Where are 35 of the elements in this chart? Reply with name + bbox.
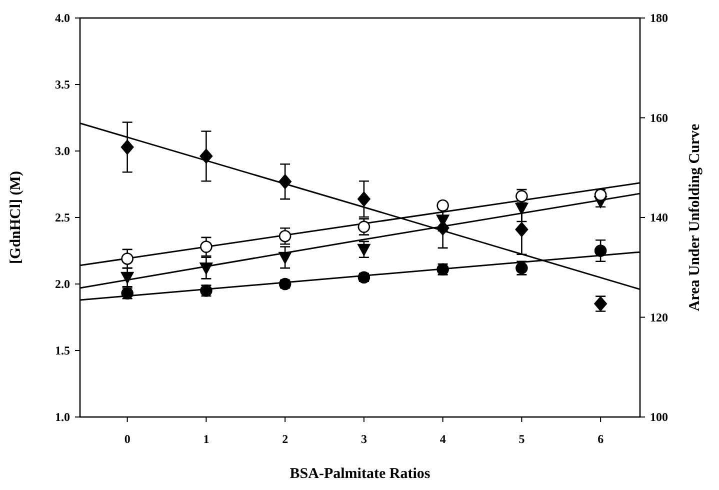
point (357, 192, 370, 207)
x-tick-label: 0 (124, 432, 130, 446)
x-tick-label: 6 (598, 432, 604, 446)
y-tick-label: 1.0 (55, 410, 70, 424)
y2-tick-label: 180 (650, 11, 668, 25)
y-tick-label: 1.5 (55, 344, 70, 358)
point (120, 272, 134, 284)
point (120, 140, 134, 155)
x-tick-label: 5 (518, 432, 525, 446)
y-axis-title: [GdnHCl] (M) (8, 171, 24, 264)
y2-tick-label: 140 (650, 210, 668, 224)
x-tick-label: 4 (440, 432, 446, 446)
point (436, 199, 449, 212)
point (200, 240, 212, 253)
y-tick-label: 3.0 (55, 144, 70, 158)
x-axis-title: BSA-Palmitate Ratios (290, 466, 430, 482)
y2-tick-label: 100 (650, 410, 668, 424)
point (594, 244, 607, 257)
point (515, 222, 528, 237)
x-tick-label: 3 (360, 432, 367, 446)
point (121, 252, 134, 265)
point (278, 252, 292, 264)
point (278, 174, 292, 190)
point (515, 202, 528, 215)
y-tick-label: 2.5 (55, 210, 70, 224)
y-tick-label: 2.0 (55, 277, 70, 291)
x-tick-label: 1 (203, 432, 210, 446)
x-tick-label: 2 (282, 432, 288, 446)
y2-tick-label: 160 (650, 110, 668, 125)
point (200, 148, 213, 164)
y-tick-label: 3.5 (55, 78, 70, 92)
point (200, 262, 213, 275)
y2-axis-title: Area Under Unfolding Curve (687, 123, 703, 312)
y2-tick-label: 120 (650, 310, 668, 324)
y-tick-label: 4.0 (55, 11, 70, 25)
